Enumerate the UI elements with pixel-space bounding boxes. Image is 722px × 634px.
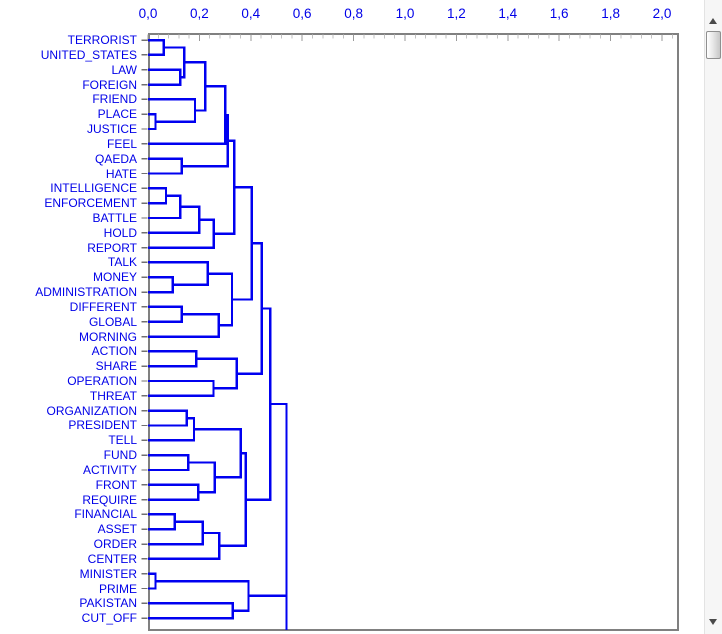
plot-border [148,33,679,631]
leaf-label-hold: HOLD [103,225,137,240]
leaf-label-qaeda: QAEDA [94,151,137,166]
merge-link [148,513,176,531]
leaf-label-share: SHARE [95,359,137,374]
leaf-label-fund: FUND [103,448,137,463]
merge-link [196,357,239,390]
merge-link [148,350,198,368]
leaf-label-front: FRONT [95,477,137,492]
merge-link [245,307,272,501]
merge-link [148,157,184,175]
leaf-label-pakistan: PAKISTAN [79,596,137,611]
distance-axis: 0,0 0,2 0,4 0,6 0,8 1,0 1,2 1,4 1,6 1,8 2,0 [0,0,722,30]
leaf-label-asset: ASSET [97,522,137,537]
axis-tick-label: 1,4 [498,6,518,21]
leaf-label-enforcement: ENFORCEMENT [44,196,137,211]
merge-link [148,194,182,220]
merge-link [148,379,215,398]
leaf-label-minister: MINISTER [79,566,137,581]
merge-link [148,305,184,323]
leaf-label-order: ORDER [93,537,137,552]
leaf-label-money: MONEY [92,270,137,285]
merge-link [148,483,200,501]
merge-link [188,461,217,494]
leaf-label-battle: BATTLE [92,210,137,225]
leaf-label-intelligence: INTELLIGENCE [50,181,137,196]
leaf-label-different: DIFFERENT [69,299,137,314]
leaf-label-global: GLOBAL [88,314,137,329]
axis-tick-label: 0,6 [292,6,312,21]
leaf-label-friend: FRIEND [92,92,137,107]
leaf-label-financial: FINANCIAL [74,507,137,522]
vertical-scrollbar[interactable] [704,0,722,634]
merge-link [248,402,288,598]
merge-link [148,313,220,338]
axis-tick-label: 0,4 [241,6,261,21]
leaf-label-place: PLACE [97,107,137,122]
leaf-label-administration: ADMINISTRATION [35,285,137,300]
leaf-label-column: TERRORIST UNITED_STATES LAW FOREIGN FRIEND PL… [0,0,139,634]
merge-link [148,187,168,205]
merge-link [148,68,182,86]
leaf-label-foreign: FOREIGN [82,77,137,92]
merge-link [213,139,236,235]
leaf-label-terrorist: TERRORIST [67,33,137,48]
merge-link [148,261,209,286]
merge-link [148,409,188,427]
leaf-label-talk: TALK [107,255,137,270]
leaf-label-morning: MORNING [79,329,137,344]
leaf-label-tell: TELL [108,433,137,448]
leaf-label-operation: OPERATION [67,374,137,389]
merge-link [194,427,242,479]
axis-tick-label: 1,2 [447,6,466,21]
merge-link [155,579,250,612]
leaf-label-prime: PRIME [98,581,137,596]
leaf-label-threat: THREAT [89,388,137,403]
merge-link [148,531,221,561]
leaf-label-require: REQUIRE [82,492,137,507]
axis-tick-label: 0,2 [190,6,209,21]
scrollbar-thumb[interactable] [706,31,721,59]
leaf-label-center: CENTER [87,551,137,566]
axis-tick-label: 1,8 [601,6,620,21]
leaf-label-report: REPORT [87,240,137,255]
leaf-label-justice: JUSTICE [86,122,137,137]
axis-tick-label: 1,6 [549,6,569,21]
leaf-label-law: LAW [111,62,137,77]
merge-link [148,276,175,294]
merge-link [148,85,227,146]
leaf-label-action: ACTION [91,344,137,359]
axis-tick-label: 1,0 [395,6,415,21]
leaf-label-president: PRESIDENT [68,418,137,433]
merge-link [148,205,201,234]
scroll-up-icon[interactable] [709,18,717,24]
axis-tick-label: 0,8 [344,6,363,21]
leaf-label-hate: HATE [105,166,137,181]
leaf-label-cut_off: CUT_OFF [81,611,137,626]
merge-link [236,242,263,375]
leaf-label-organization: ORGANIZATION [46,403,137,418]
axis-tick-label: 2,0 [652,6,672,21]
merge-link [148,453,190,472]
leaf-label-activity: ACTIVITY [82,462,137,477]
scroll-down-icon[interactable] [709,619,717,625]
leaf-label-united_states: UNITED_STATES [40,47,137,62]
axis-tick-label: 0,0 [138,6,158,21]
leaf-label-feel: FEEL [106,136,137,151]
merge-link [148,602,235,620]
merge-link [148,38,165,57]
